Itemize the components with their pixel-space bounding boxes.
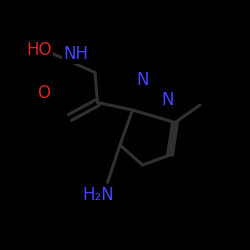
Text: NH: NH [64,45,89,63]
Text: N: N [136,71,149,89]
Text: N: N [161,91,174,109]
Text: HO: HO [26,41,52,59]
Text: H₂N: H₂N [83,186,114,204]
Text: O: O [37,84,50,102]
